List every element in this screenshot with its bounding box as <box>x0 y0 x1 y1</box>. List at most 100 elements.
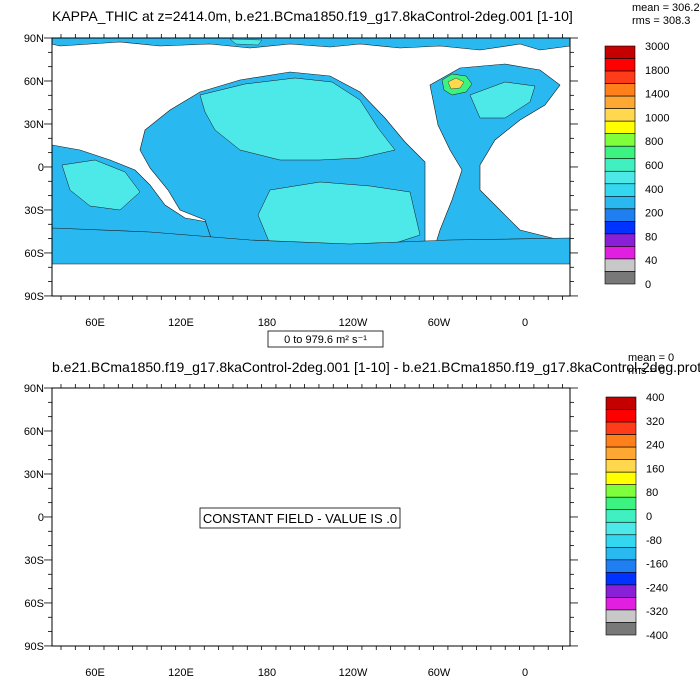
lat-label: 0 <box>38 162 44 174</box>
colorbar-swatch <box>605 459 637 473</box>
colorbar-label: -160 <box>646 559 668 571</box>
top-plot-title: KAPPA_THIC at z=2414.0m, b.e21.BCma1850.… <box>52 8 573 24</box>
lon-label: 180 <box>258 667 276 679</box>
colorbar-label: 1800 <box>645 65 669 77</box>
colorbar-swatch <box>605 534 637 548</box>
colorbar-swatch <box>604 70 636 84</box>
constant-field-message-box: CONSTANT FIELD - VALUE IS .0 <box>199 507 401 529</box>
top-lon-axis-labels: 60E 120E 180 120W 60W 0 <box>85 317 528 329</box>
colorbar-swatch <box>605 597 637 611</box>
colorbar-label: -80 <box>646 535 662 547</box>
colorbar-swatch <box>604 221 636 235</box>
colorbar-label: 320 <box>646 416 664 428</box>
colorbar-swatch <box>605 409 637 423</box>
colorbar-swatch <box>605 434 637 448</box>
colorbar-swatch <box>605 421 637 435</box>
colorbar-swatch <box>605 559 637 573</box>
colorbar-swatch <box>604 83 636 97</box>
lon-label: 120E <box>168 667 194 679</box>
bottom-rms-stat: rms = 0 <box>628 365 665 377</box>
colorbar-swatch <box>604 133 636 147</box>
colorbar-swatch <box>605 509 637 523</box>
colorbar-label: -240 <box>646 582 668 594</box>
lat-label: 30S <box>24 555 44 567</box>
lat-label: 90N <box>24 33 44 45</box>
lat-label: 0 <box>38 512 44 524</box>
colorbar-label: 160 <box>646 463 664 475</box>
lat-label: 60N <box>24 76 44 88</box>
colorbar-label: -400 <box>646 630 668 642</box>
colorbar-label: 400 <box>645 184 663 196</box>
bottom-mean-stat: mean = 0 <box>628 352 674 364</box>
colorbar-label: 400 <box>646 392 664 404</box>
lon-label: 120W <box>339 667 368 679</box>
colorbar-swatch <box>604 271 636 285</box>
colorbar-swatch <box>604 108 636 122</box>
colorbar-label: 240 <box>646 440 664 452</box>
lat-label: 90S <box>24 641 44 653</box>
lat-label: 30N <box>24 469 44 481</box>
bottom-lon-axis-labels: 60E 120E 180 120W 60W 0 <box>85 667 528 679</box>
lat-label: 30N <box>24 119 44 131</box>
colorbar-swatch <box>604 196 636 210</box>
lon-label: 60W <box>428 317 451 329</box>
colorbar-swatch <box>605 584 637 598</box>
lat-label: 60S <box>24 248 44 260</box>
colorbar-swatch <box>604 95 636 109</box>
colorbar-swatch <box>605 446 637 460</box>
colorbar-swatch <box>604 258 636 272</box>
colorbar-swatch <box>604 246 636 260</box>
colorbar-swatch <box>604 208 636 222</box>
colorbar-label: 800 <box>645 136 663 148</box>
colorbar-label: 80 <box>645 231 657 243</box>
lon-label: 60E <box>85 667 105 679</box>
colorbar-swatch <box>605 547 637 561</box>
colorbar-swatch <box>604 145 636 160</box>
colorbar-swatch <box>604 170 636 185</box>
colorbar-label: 0 <box>646 511 652 523</box>
colorbar-swatch <box>604 233 636 247</box>
colorbar-label: 1400 <box>645 89 669 101</box>
colorbar-swatch <box>604 45 636 59</box>
colorbar-swatch <box>604 58 636 72</box>
top-mean-stat: mean = 306.2 <box>632 2 700 14</box>
colorbar-label: 1000 <box>645 112 669 124</box>
colorbar-swatch <box>605 521 637 536</box>
colorbar-swatch <box>605 572 637 586</box>
lon-label: 180 <box>258 317 276 329</box>
lon-label: 60E <box>85 317 105 329</box>
lat-label: 90N <box>24 383 44 395</box>
top-range-label: 0 to 979.6 m² s⁻¹ <box>284 334 367 346</box>
lon-label: 0 <box>522 667 528 679</box>
colorbar-label: 40 <box>645 255 657 267</box>
top-map-axes <box>44 34 578 300</box>
colorbar-label: 0 <box>645 279 651 291</box>
lon-label: 60W <box>428 667 451 679</box>
colorbar-label: 3000 <box>645 41 669 53</box>
colorbar-label: -320 <box>646 606 668 618</box>
top-lat-axis-labels: 90N 60N 30N 0 30S 60S 90S <box>24 33 44 303</box>
colorbar-swatch <box>605 484 637 498</box>
colorbar-swatch <box>604 158 636 172</box>
lat-label: 60N <box>24 426 44 438</box>
lon-label: 120E <box>168 317 194 329</box>
bottom-plot-title: b.e21.BCma1850.f19_g17.8kaControl-2deg.0… <box>52 359 700 375</box>
lat-label: 90S <box>24 291 44 303</box>
lon-label: 120W <box>339 317 368 329</box>
lat-label: 60S <box>24 598 44 610</box>
top-rms-stat: rms = 308.3 <box>632 15 690 27</box>
colorbar-label: 200 <box>645 208 663 220</box>
colorbar-label: 80 <box>646 487 658 499</box>
colorbar-swatch <box>605 496 637 511</box>
colorbar-swatch <box>604 183 636 197</box>
colorbar-swatch <box>605 471 637 485</box>
top-range-box: 0 to 979.6 m² s⁻¹ <box>267 330 384 348</box>
colorbar-swatch <box>605 622 637 636</box>
colorbar-label: 600 <box>645 160 663 172</box>
bottom-colorbar: 400 320 240 160 80 0 -80 -160 -240 -320 -400 <box>605 392 668 642</box>
lon-label: 0 <box>522 317 528 329</box>
colorbar-swatch <box>605 609 637 623</box>
top-map-field <box>51 37 571 265</box>
